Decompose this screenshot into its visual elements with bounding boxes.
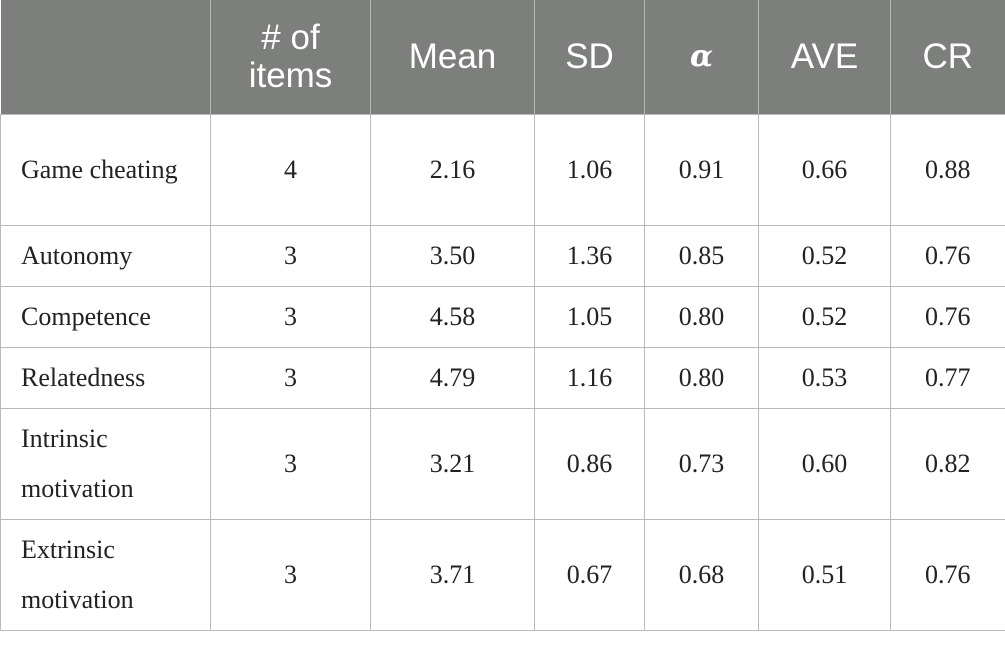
cell-items: 3 <box>210 285 371 348</box>
header-items: # of items <box>210 0 371 114</box>
header-alpha: α <box>644 0 759 114</box>
cell-ave: 0.51 <box>758 518 891 631</box>
cell-ave: 0.52 <box>758 224 891 287</box>
header-cr: CR <box>890 0 1005 114</box>
cell-sd: 1.06 <box>534 113 645 226</box>
cell-cr: 0.82 <box>890 407 1005 520</box>
table-row: Competence 3 4.58 1.05 0.80 0.52 0.76 <box>0 285 1005 348</box>
row-label: Relatedness <box>0 346 211 409</box>
header-ave: AVE <box>758 0 891 114</box>
cell-mean: 4.79 <box>370 346 535 409</box>
row-label: Extrinsic motivation <box>0 518 211 631</box>
row-label: Intrinsic motivation <box>0 407 211 520</box>
cell-mean: 4.58 <box>370 285 535 348</box>
cell-alpha: 0.80 <box>644 346 759 409</box>
cell-alpha: 0.85 <box>644 224 759 287</box>
cell-mean: 3.71 <box>370 518 535 631</box>
table-row: Autonomy 3 3.50 1.36 0.85 0.52 0.76 <box>0 224 1005 287</box>
cell-cr: 0.88 <box>890 113 1005 226</box>
statistics-table: # of items Mean SD α AVE CR Game cheatin… <box>0 0 1005 631</box>
cell-ave: 0.53 <box>758 346 891 409</box>
cell-items: 3 <box>210 407 371 520</box>
header-corner <box>0 0 211 114</box>
cell-ave: 0.66 <box>758 113 891 226</box>
cell-items: 3 <box>210 346 371 409</box>
table-row: Intrinsic motivation 3 3.21 0.86 0.73 0.… <box>0 407 1005 520</box>
cell-mean: 3.50 <box>370 224 535 287</box>
cell-sd: 1.16 <box>534 346 645 409</box>
cell-sd: 1.05 <box>534 285 645 348</box>
cell-sd: 1.36 <box>534 224 645 287</box>
cell-cr: 0.76 <box>890 285 1005 348</box>
cell-sd: 0.86 <box>534 407 645 520</box>
cell-alpha: 0.91 <box>644 113 759 226</box>
table-row: Game cheating 4 2.16 1.06 0.91 0.66 0.88 <box>0 113 1005 226</box>
cell-alpha: 0.68 <box>644 518 759 631</box>
cell-cr: 0.76 <box>890 518 1005 631</box>
cell-items: 4 <box>210 113 371 226</box>
cell-mean: 3.21 <box>370 407 535 520</box>
table-row: Extrinsic motivation 3 3.71 0.67 0.68 0.… <box>0 518 1005 631</box>
row-label: Competence <box>0 285 211 348</box>
cell-cr: 0.77 <box>890 346 1005 409</box>
cell-items: 3 <box>210 518 371 631</box>
cell-items: 3 <box>210 224 371 287</box>
cell-mean: 2.16 <box>370 113 535 226</box>
cell-alpha: 0.80 <box>644 285 759 348</box>
cell-alpha: 0.73 <box>644 407 759 520</box>
row-label: Game cheating <box>0 113 211 226</box>
header-row: # of items Mean SD α AVE CR <box>0 0 1005 114</box>
cell-ave: 0.52 <box>758 285 891 348</box>
cell-ave: 0.60 <box>758 407 891 520</box>
table-row: Relatedness 3 4.79 1.16 0.80 0.53 0.77 <box>0 346 1005 409</box>
header-sd: SD <box>534 0 645 114</box>
row-label: Autonomy <box>0 224 211 287</box>
header-mean: Mean <box>370 0 535 114</box>
cell-cr: 0.76 <box>890 224 1005 287</box>
cell-sd: 0.67 <box>534 518 645 631</box>
